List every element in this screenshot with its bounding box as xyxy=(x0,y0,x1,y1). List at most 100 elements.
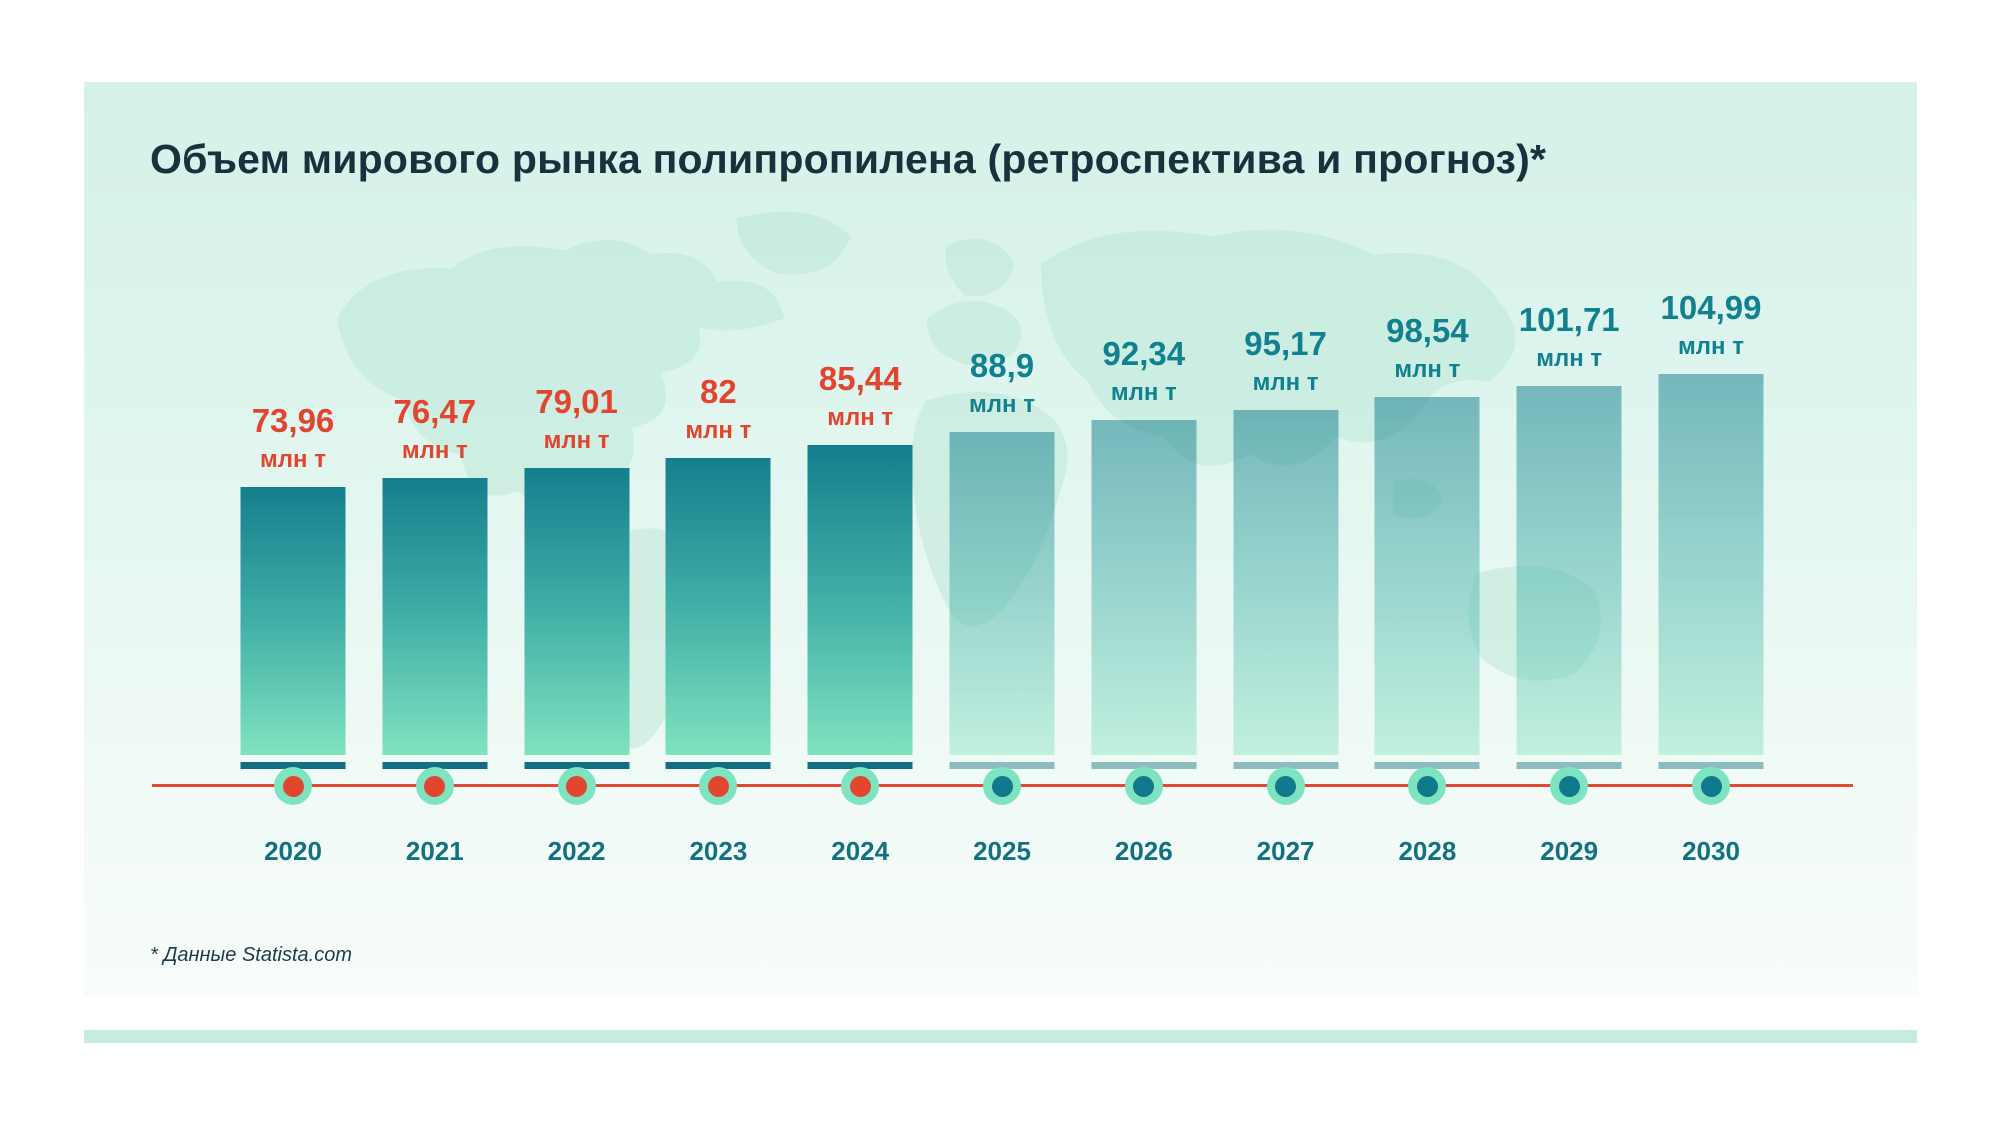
year-label: 2027 xyxy=(1256,836,1315,866)
bar-group-2025: 88,9 млн т 2025 xyxy=(931,82,1073,995)
bar-group-2020: 73,96 млн т 2020 xyxy=(222,82,364,995)
bar-value: 85,44 xyxy=(818,360,902,397)
bar xyxy=(949,432,1055,755)
bar-unit: млн т xyxy=(1536,345,1603,372)
axis-dot-layer-2026 xyxy=(1073,82,1215,995)
axis-dot xyxy=(557,767,596,805)
bar-underline xyxy=(1374,762,1480,769)
bar xyxy=(665,458,771,755)
axis-dot xyxy=(1124,767,1163,805)
axis-dot xyxy=(983,767,1021,805)
bar-group-2029: 101,71 млн т 2029 xyxy=(1498,82,1640,995)
bar-value: 101,71 xyxy=(1518,301,1620,338)
bar-underline xyxy=(807,762,913,769)
chart-title: Объем мирового рынка полипропилена (ретр… xyxy=(150,136,1547,182)
axis-dot-layer-2025 xyxy=(931,82,1073,995)
year-label: 2025 xyxy=(973,836,1031,866)
bar-unit: млн т xyxy=(1394,356,1461,383)
axis-dot-layer-2021 xyxy=(364,82,506,995)
bar-value: 98,54 xyxy=(1386,312,1469,349)
bar xyxy=(807,445,913,755)
axis-dot-layer-2022 xyxy=(506,82,648,995)
year-label: 2022 xyxy=(547,836,606,866)
bar-value-label: 85,44 млн т xyxy=(819,362,902,430)
bar-value: 73,96 xyxy=(251,402,335,439)
bar-value-label: 104,99 млн т xyxy=(1661,291,1762,359)
bar-unit: млн т xyxy=(685,417,752,444)
bar-value-label: 101,71 млн т xyxy=(1519,303,1620,371)
bar-group-2026: 92,34 млн т 2026 xyxy=(1073,82,1215,995)
bar-underline xyxy=(382,762,488,769)
axis-dot-core xyxy=(849,775,871,797)
year-label: 2029 xyxy=(1540,836,1599,866)
bar-group-2030: 104,99 млн т 2030 xyxy=(1640,82,1782,995)
year-label: 2026 xyxy=(1114,836,1173,866)
bar xyxy=(1658,374,1764,755)
axis-dot xyxy=(1550,767,1589,805)
bar xyxy=(1091,420,1197,755)
bar-unit: млн т xyxy=(969,391,1035,418)
axis-dot-core xyxy=(1416,775,1438,797)
bar-underline xyxy=(1516,762,1622,769)
axis-dot-core xyxy=(1133,775,1155,797)
axis-dot xyxy=(1408,767,1447,805)
bar-group-2024: 85,44 млн т 2024 xyxy=(789,82,931,995)
axis-dot-layer-2024 xyxy=(789,82,931,995)
year-label: 2023 xyxy=(689,836,748,866)
bar xyxy=(1516,386,1622,755)
bar-value: 104,99 xyxy=(1660,289,1762,326)
bar-unit: млн т xyxy=(401,437,468,464)
year-label: 2020 xyxy=(264,836,322,866)
bar-unit: млн т xyxy=(260,446,326,473)
year-label: 2028 xyxy=(1398,836,1457,866)
bar-group-2027: 95,17 млн т 2027 xyxy=(1215,82,1357,995)
bar xyxy=(524,468,630,755)
axis-dot-core xyxy=(707,775,729,797)
bar-value: 76,47 xyxy=(393,393,477,430)
axis-dot xyxy=(699,767,738,805)
bar-value-label: 73,96 млн т xyxy=(252,404,335,472)
chart-card: Объем мирового рынка полипропилена (ретр… xyxy=(84,82,1917,995)
bar-value: 88,9 xyxy=(969,347,1035,384)
bar-group-2028: 98,54 млн т 2028 xyxy=(1356,82,1498,995)
bar xyxy=(240,487,346,755)
bar xyxy=(1374,397,1480,755)
bar-unit: млн т xyxy=(1678,333,1744,360)
bar-value-label: 76,47 млн т xyxy=(394,395,477,463)
bar-underline xyxy=(949,762,1055,769)
axis-dot-core xyxy=(1558,775,1580,797)
axis-dot-layer-2023 xyxy=(647,82,789,995)
bar xyxy=(382,478,488,755)
bar-chart: 73,96 млн т 2020 76,47 млн т 2021 79,01 млн т 20… xyxy=(84,82,1917,995)
bar-value-label: 82 млн т xyxy=(685,375,751,443)
axis-dot-layer-2028 xyxy=(1356,82,1498,995)
bar-value: 79,01 xyxy=(535,383,618,420)
bar xyxy=(1233,410,1339,755)
bar-value-label: 95,17 млн т xyxy=(1244,327,1327,395)
bar-underline xyxy=(240,762,346,769)
axis-dot-core xyxy=(1700,775,1722,797)
bar-unit: млн т xyxy=(1110,379,1177,406)
axis-dot-core xyxy=(566,775,588,797)
bar-value: 82 xyxy=(700,373,737,410)
axis-dot xyxy=(415,767,454,805)
bar-underline xyxy=(1658,762,1764,769)
source-footnote: * Данные Statista.com xyxy=(150,944,352,966)
bar-value-label: 88,9 млн т xyxy=(969,349,1035,417)
bar-underline xyxy=(524,762,630,769)
axis-dot xyxy=(1266,767,1305,805)
year-label: 2024 xyxy=(831,836,890,866)
bottom-accent-strip xyxy=(84,1030,1917,1043)
bar-unit: млн т xyxy=(1252,369,1319,396)
axis-dot xyxy=(841,767,880,805)
bar-unit: млн т xyxy=(827,404,894,431)
bar-unit: млн т xyxy=(543,427,610,454)
year-label: 2030 xyxy=(1682,836,1740,866)
axis-dot-layer-2029 xyxy=(1498,82,1640,995)
bar-group-2022: 79,01 млн т 2022 xyxy=(506,82,648,995)
axis-dot-core xyxy=(1275,775,1297,797)
bar-value: 95,17 xyxy=(1244,325,1327,362)
axis-dot xyxy=(1692,767,1730,805)
axis-dot-layer-2030 xyxy=(1640,82,1782,995)
